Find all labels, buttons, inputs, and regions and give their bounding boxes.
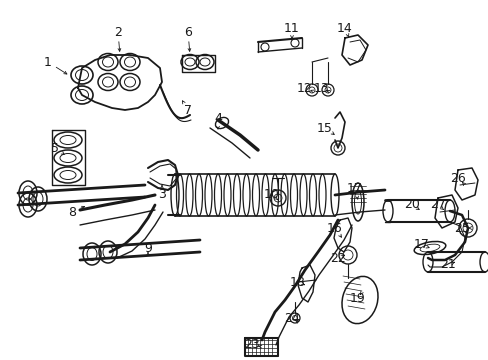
Text: 22: 22 [329, 252, 345, 265]
Text: 11: 11 [284, 22, 299, 35]
Text: 17: 17 [413, 238, 429, 252]
Text: 6: 6 [183, 26, 192, 39]
Text: 2: 2 [114, 26, 122, 39]
Text: 8: 8 [68, 206, 76, 219]
Text: 25: 25 [453, 221, 469, 234]
Text: 26: 26 [449, 171, 465, 184]
Text: 16: 16 [326, 221, 342, 234]
Text: 3: 3 [158, 189, 165, 202]
Text: 24: 24 [284, 311, 299, 324]
Text: 13: 13 [313, 81, 329, 94]
Text: 19: 19 [349, 292, 365, 305]
Text: 23: 23 [244, 338, 259, 351]
Text: 5: 5 [51, 141, 59, 154]
Text: 20: 20 [403, 198, 419, 211]
Text: 9: 9 [144, 242, 152, 255]
Text: 7: 7 [183, 104, 192, 117]
Text: 14: 14 [336, 22, 352, 35]
Text: 12: 12 [297, 81, 312, 94]
Text: 27: 27 [429, 198, 445, 211]
Text: 15: 15 [316, 122, 332, 135]
Text: 4: 4 [214, 112, 222, 125]
Text: 21: 21 [439, 258, 455, 271]
Text: 18: 18 [289, 275, 305, 288]
Text: 10: 10 [264, 189, 279, 202]
Text: 17: 17 [346, 181, 362, 194]
Text: 1: 1 [44, 55, 52, 68]
